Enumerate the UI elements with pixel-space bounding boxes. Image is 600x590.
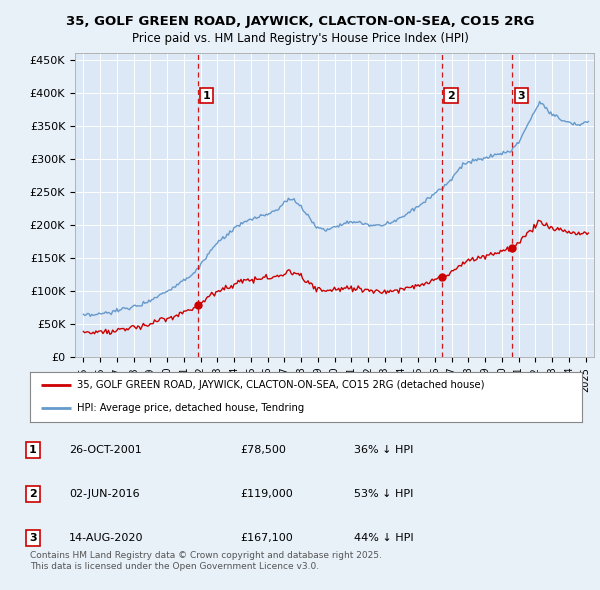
Text: 1: 1 <box>203 91 211 101</box>
Text: 2: 2 <box>29 489 37 499</box>
Text: Contains HM Land Registry data © Crown copyright and database right 2025.: Contains HM Land Registry data © Crown c… <box>30 552 382 560</box>
Text: £78,500: £78,500 <box>240 445 286 455</box>
Text: 35, GOLF GREEN ROAD, JAYWICK, CLACTON-ON-SEA, CO15 2RG (detached house): 35, GOLF GREEN ROAD, JAYWICK, CLACTON-ON… <box>77 380 484 390</box>
Text: 1: 1 <box>29 445 37 455</box>
Text: £119,000: £119,000 <box>240 489 293 499</box>
Text: 26-OCT-2001: 26-OCT-2001 <box>69 445 142 455</box>
Text: 2: 2 <box>447 91 455 101</box>
Text: £167,100: £167,100 <box>240 533 293 543</box>
Text: 14-AUG-2020: 14-AUG-2020 <box>69 533 143 543</box>
Text: HPI: Average price, detached house, Tendring: HPI: Average price, detached house, Tend… <box>77 404 304 414</box>
Text: This data is licensed under the Open Government Licence v3.0.: This data is licensed under the Open Gov… <box>30 562 319 571</box>
Text: 35, GOLF GREEN ROAD, JAYWICK, CLACTON-ON-SEA, CO15 2RG: 35, GOLF GREEN ROAD, JAYWICK, CLACTON-ON… <box>66 15 534 28</box>
Text: Price paid vs. HM Land Registry's House Price Index (HPI): Price paid vs. HM Land Registry's House … <box>131 32 469 45</box>
Text: 53% ↓ HPI: 53% ↓ HPI <box>354 489 413 499</box>
Text: 02-JUN-2016: 02-JUN-2016 <box>69 489 140 499</box>
Text: 3: 3 <box>517 91 525 101</box>
Text: 44% ↓ HPI: 44% ↓ HPI <box>354 533 413 543</box>
Text: 36% ↓ HPI: 36% ↓ HPI <box>354 445 413 455</box>
Text: 3: 3 <box>29 533 37 543</box>
